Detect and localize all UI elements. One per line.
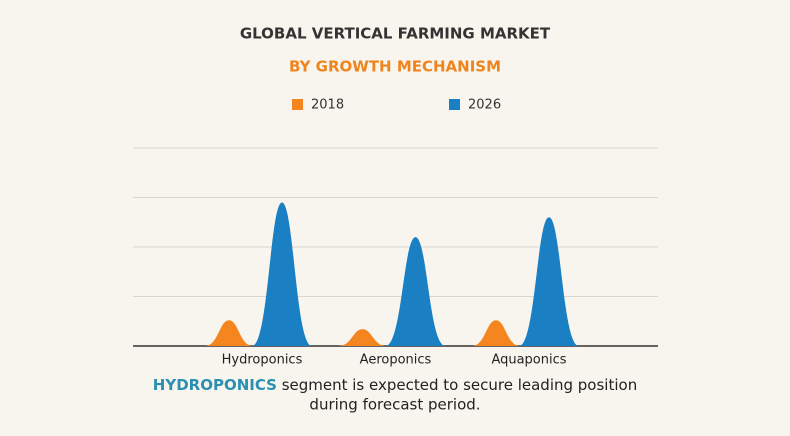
peak bbox=[338, 329, 387, 346]
note-text: segment is expected to secure leading po… bbox=[282, 376, 638, 394]
legend-swatch bbox=[292, 99, 303, 110]
x-tick-label: Hydroponics bbox=[222, 353, 303, 368]
peak bbox=[519, 217, 579, 346]
peak bbox=[472, 320, 520, 346]
x-tick-label: Aquaponics bbox=[491, 353, 566, 368]
chart-subtitle: BY GROWTH MECHANISM bbox=[289, 58, 501, 76]
legend-label: 2026 bbox=[468, 98, 501, 113]
note-line-2: during forecast period. bbox=[309, 396, 480, 414]
legend-label: 2018 bbox=[311, 98, 344, 113]
x-tick-label: Aeroponics bbox=[360, 353, 432, 368]
chart-title: GLOBAL VERTICAL FARMING MARKET bbox=[240, 25, 551, 43]
peak bbox=[252, 202, 312, 346]
note-highlight: HYDROPONICS bbox=[153, 376, 277, 394]
peak bbox=[385, 237, 446, 346]
peak bbox=[205, 320, 253, 346]
legend-swatch bbox=[449, 99, 460, 110]
note-line: HYDROPONICS segment is expected to secur… bbox=[153, 376, 637, 394]
